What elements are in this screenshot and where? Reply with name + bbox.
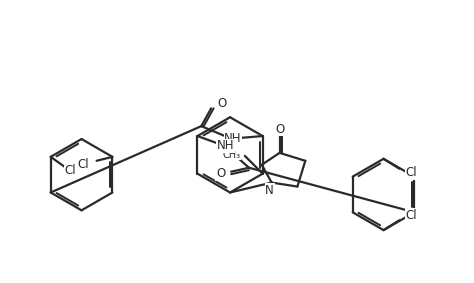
Text: CH₃: CH₃ <box>223 150 241 160</box>
Text: O: O <box>217 97 227 110</box>
Text: NH: NH <box>224 132 242 145</box>
Text: Cl: Cl <box>405 209 417 222</box>
Text: Cl: Cl <box>405 166 417 179</box>
Text: O: O <box>275 123 284 136</box>
Text: Cl: Cl <box>77 158 89 171</box>
Text: N: N <box>265 184 274 197</box>
Text: Cl: Cl <box>64 164 76 177</box>
Text: NH: NH <box>217 140 234 153</box>
Text: O: O <box>216 167 225 180</box>
